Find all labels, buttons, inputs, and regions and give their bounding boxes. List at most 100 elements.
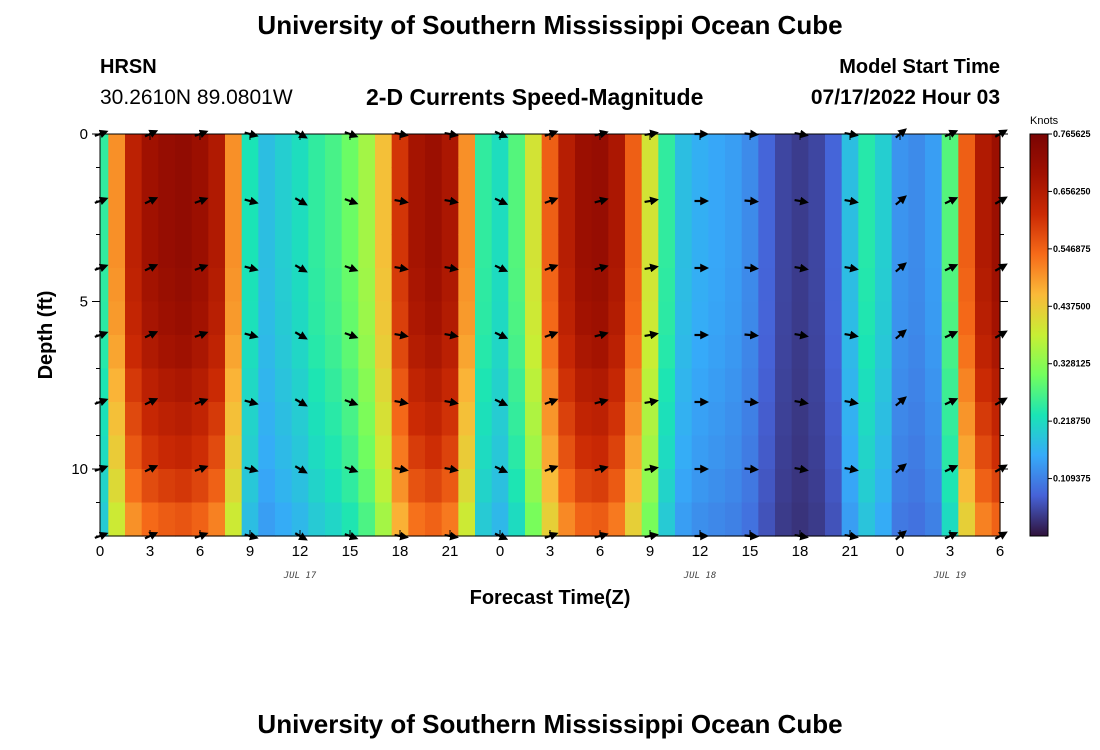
heatmap-cell xyxy=(458,301,476,336)
current-vector xyxy=(895,463,907,474)
heatmap-cell xyxy=(658,502,676,537)
heatmap-cell xyxy=(141,268,159,303)
heatmap-cell xyxy=(258,368,276,403)
heatmap-cell xyxy=(558,234,576,269)
heatmap-cell xyxy=(591,469,609,504)
heatmap-cell xyxy=(708,402,726,437)
heatmap-cell xyxy=(941,402,959,437)
heatmap-cell xyxy=(658,134,676,169)
heatmap-cell xyxy=(958,435,976,470)
heatmap-cell xyxy=(458,469,476,504)
current-vector xyxy=(744,196,759,206)
heatmap-cell xyxy=(858,469,876,504)
heatmap-cell xyxy=(925,167,943,202)
heatmap-cell xyxy=(408,435,426,470)
current-vector xyxy=(794,464,809,474)
heatmap-cell xyxy=(258,469,276,504)
heatmap-cell xyxy=(425,469,443,504)
y-tick-label: 10 xyxy=(71,461,88,478)
current-vector xyxy=(494,197,509,206)
heatmap-cell xyxy=(491,134,509,169)
heatmap-cell xyxy=(208,368,226,403)
current-vector xyxy=(794,397,809,407)
heatmap-cell xyxy=(791,502,809,537)
heatmap-cell xyxy=(708,201,726,236)
current-vector xyxy=(294,264,308,273)
heatmap-cell xyxy=(875,335,893,370)
heatmap-cell xyxy=(725,502,743,537)
heatmap-cell xyxy=(341,435,359,470)
heatmap-cell xyxy=(508,167,526,202)
heatmap-cell xyxy=(341,335,359,370)
x-tick-label: 21 xyxy=(442,543,459,560)
heatmap-cell xyxy=(558,368,576,403)
heatmap-cell xyxy=(341,301,359,336)
current-vector xyxy=(895,329,907,340)
heatmap-cell xyxy=(775,335,793,370)
heatmap-cell xyxy=(158,234,176,269)
heatmap-cell xyxy=(575,201,593,236)
heatmap-cell xyxy=(941,469,959,504)
heatmap-cell xyxy=(691,234,709,269)
heatmap-cell xyxy=(708,134,726,169)
heatmap-cell xyxy=(475,469,493,504)
heatmap-cell xyxy=(241,402,259,437)
heatmap-cell xyxy=(841,469,859,504)
heatmap-cell xyxy=(425,201,443,236)
heatmap-cell xyxy=(425,167,443,202)
heatmap-cell xyxy=(541,301,559,336)
heatmap-cell xyxy=(625,234,643,269)
heatmap-cell xyxy=(100,435,109,470)
heatmap-cell xyxy=(491,502,509,537)
heatmap-cell xyxy=(775,201,793,236)
heatmap-cells xyxy=(100,134,1001,537)
heatmap-cell xyxy=(508,368,526,403)
heatmap-cell xyxy=(858,368,876,403)
heatmap-cell xyxy=(958,167,976,202)
current-vector xyxy=(244,330,259,340)
current-vector xyxy=(544,330,559,340)
heatmap-cell xyxy=(291,435,309,470)
colorbar-tick-label: 0.546875 xyxy=(1053,244,1091,254)
date-label: JUL 19 xyxy=(933,571,967,581)
heatmap-cell xyxy=(275,201,293,236)
heatmap-cell xyxy=(991,435,1001,470)
heatmap-cell xyxy=(791,469,809,504)
heatmap-cell xyxy=(975,502,993,537)
date-labels: JUL 17 JUL 18 JUL 19 xyxy=(283,571,967,581)
x-tick-label: 9 xyxy=(246,543,254,560)
heatmap-cell xyxy=(225,402,243,437)
heatmap-cell xyxy=(841,402,859,437)
heatmap-cell xyxy=(691,368,709,403)
heatmap-cell xyxy=(908,469,926,504)
heatmap-cell xyxy=(808,301,826,336)
heatmap-cell xyxy=(725,268,743,303)
current-vector xyxy=(144,330,159,339)
heatmap-cell xyxy=(625,502,643,537)
x-tick-label: 15 xyxy=(342,543,359,560)
heatmap-cell xyxy=(675,268,693,303)
heatmap-cell xyxy=(775,134,793,169)
heatmap-cell xyxy=(258,402,276,437)
heatmap-cell xyxy=(375,268,393,303)
heatmap-cell xyxy=(208,167,226,202)
heatmap-cell xyxy=(791,435,809,470)
heatmap-cell xyxy=(391,402,409,437)
current-vector xyxy=(594,464,609,474)
current-vector xyxy=(494,264,509,273)
current-vector xyxy=(144,263,159,272)
heatmap-cell xyxy=(908,435,926,470)
heatmap-cell xyxy=(375,469,393,504)
heatmap-cell xyxy=(191,435,209,470)
heatmap-cell xyxy=(525,368,543,403)
heatmap-cell xyxy=(241,167,259,202)
heatmap-cell xyxy=(541,368,559,403)
heatmap-cell xyxy=(125,268,143,303)
heatmap-cell xyxy=(225,435,243,470)
heatmap-cell xyxy=(458,167,476,202)
current-vector xyxy=(444,263,459,273)
heatmap-cell xyxy=(575,234,593,269)
current-vector xyxy=(494,331,509,340)
heatmap-cell xyxy=(275,268,293,303)
heatmap-cell xyxy=(525,234,543,269)
